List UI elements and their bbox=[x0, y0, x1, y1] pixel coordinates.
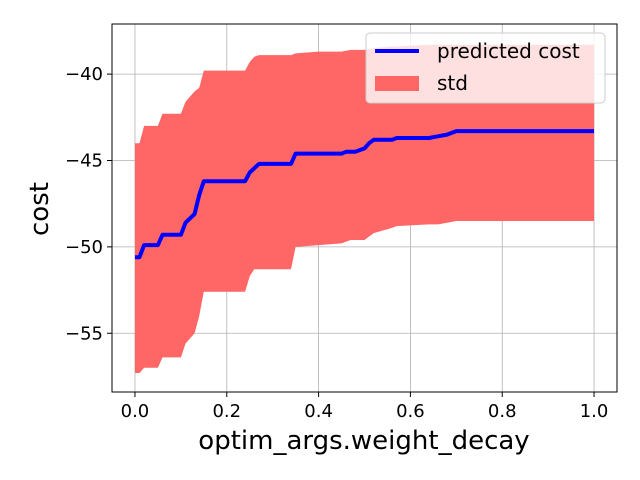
legend-patch-swatch bbox=[375, 76, 419, 91]
legend-label-std: std bbox=[437, 71, 468, 95]
predicted-cost-line bbox=[135, 129, 594, 260]
x-axis-label: optim_args.weight_decay bbox=[198, 426, 529, 456]
x-tick-label: 0.4 bbox=[304, 401, 333, 422]
legend: predicted cost std bbox=[365, 32, 606, 104]
x-tick-label: 0.0 bbox=[121, 401, 150, 422]
y-tick-label: −50 bbox=[65, 237, 103, 258]
y-tick-label: −40 bbox=[65, 64, 103, 85]
y-tick-label: −45 bbox=[65, 150, 103, 171]
axes-frame bbox=[111, 23, 618, 393]
legend-label-predicted-cost: predicted cost bbox=[437, 39, 580, 63]
x-axis-ticks: 0.0 0.2 0.4 0.6 0.8 1.0 bbox=[121, 392, 609, 422]
std-band bbox=[135, 44, 594, 373]
x-tick-label: 0.6 bbox=[396, 401, 425, 422]
x-tick-label: 1.0 bbox=[580, 401, 609, 422]
x-tick-label: 0.2 bbox=[212, 401, 241, 422]
legend-box bbox=[365, 32, 606, 104]
y-tick-label: −55 bbox=[65, 323, 103, 344]
y-axis-label: cost bbox=[25, 182, 55, 236]
x-tick-label: 0.8 bbox=[488, 401, 517, 422]
y-axis-ticks: −55 −50 −45 −40 bbox=[65, 64, 112, 344]
